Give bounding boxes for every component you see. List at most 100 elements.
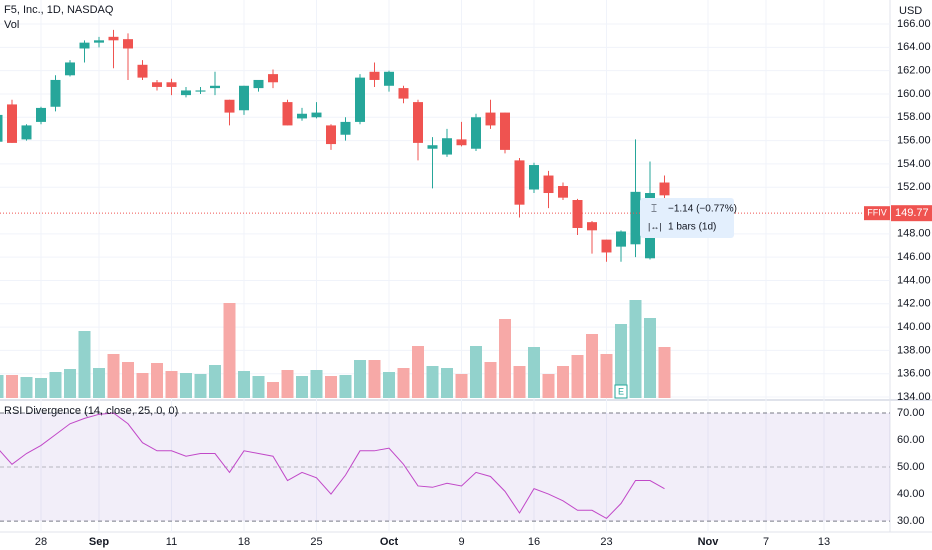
volume-bar <box>615 324 627 398</box>
volume-bar <box>20 377 33 398</box>
volume-bar <box>557 366 569 398</box>
x-tick-label: Sep <box>89 536 109 548</box>
y-tick-label: 162.00 <box>897 65 931 77</box>
volume-bar <box>470 346 482 398</box>
x-tick-label: 9 <box>458 536 464 548</box>
candle-body <box>500 112 510 150</box>
rsi-tick-label: 30.00 <box>897 515 925 527</box>
candle-body <box>268 74 278 83</box>
volume-bar <box>528 347 540 398</box>
volume-bar <box>484 362 497 398</box>
volume-bar <box>412 346 424 398</box>
volume-bar <box>571 355 584 398</box>
candle-body <box>529 165 539 190</box>
candle-body <box>36 107 46 122</box>
y-tick-label: 146.00 <box>897 251 931 263</box>
volume-bar <box>629 300 642 398</box>
x-tick-label: 23 <box>600 536 612 548</box>
rsi-tick-label: 50.00 <box>897 461 925 473</box>
volume-bar <box>658 347 671 398</box>
volume-bar <box>586 334 598 398</box>
volume-bar <box>267 382 279 398</box>
candle-body <box>369 71 380 80</box>
x-tick-label: 25 <box>310 536 322 548</box>
y-tick-label: 136.00 <box>897 368 931 380</box>
candle-body <box>65 62 75 76</box>
volume-bar <box>6 375 18 398</box>
y-tick-label: 166.00 <box>897 18 931 30</box>
measure-icon: |↔| <box>648 221 662 231</box>
rsi-title: RSI Divergence (14, close, 25, 0, 0) <box>4 405 178 417</box>
y-tick-label: 138.00 <box>897 344 931 356</box>
candle-body <box>384 71 394 86</box>
volume-bar <box>339 375 352 398</box>
currency: USD <box>899 5 922 17</box>
volume-label: Vol <box>4 19 19 31</box>
y-tick-label: 144.00 <box>897 274 931 286</box>
volume-bar <box>354 360 366 398</box>
candle-body <box>326 125 336 145</box>
candle-body <box>311 112 322 118</box>
x-tick-label: 16 <box>528 536 540 548</box>
candle-body <box>210 85 220 89</box>
symbol-title: F5, Inc., 1D, NASDAQ <box>4 4 114 16</box>
x-tick-label: Nov <box>698 536 720 548</box>
measure-bars: 1 bars (1d) <box>668 222 716 233</box>
volume-bar <box>252 376 265 398</box>
y-tick-label: 164.00 <box>897 41 931 53</box>
volume-bar <box>281 370 294 398</box>
volume-bar <box>78 331 91 398</box>
candle-body <box>0 114 3 142</box>
candle-body <box>514 160 525 205</box>
x-tick-label: 11 <box>166 536 177 548</box>
rsi-tick-label: 40.00 <box>897 488 925 500</box>
volume-bar <box>238 371 250 398</box>
measure-icon: ⌶ <box>651 204 657 215</box>
y-tick-label: 156.00 <box>897 134 931 146</box>
volume-bar <box>0 375 4 398</box>
volume-bar <box>165 371 178 398</box>
volume-bar <box>122 362 134 398</box>
volume-bar <box>310 370 323 398</box>
candle-body <box>442 138 452 155</box>
candle-body <box>543 175 554 194</box>
volume-bar <box>136 373 149 398</box>
volume-bar <box>426 366 439 398</box>
volume-bar <box>368 360 381 398</box>
y-tick-label: 134.00 <box>897 391 931 403</box>
measure-change: −1.14 (−0.77%) <box>668 204 737 215</box>
volume-bar <box>325 376 337 398</box>
candle-body <box>181 90 191 96</box>
symbol-tag-label: FFIV <box>867 208 887 218</box>
candle-body <box>152 82 162 87</box>
candle-body <box>253 79 264 89</box>
candle-body <box>413 102 423 143</box>
y-tick-label: 148.00 <box>897 228 931 240</box>
x-tick-label: 18 <box>238 536 250 548</box>
candle-body <box>456 139 467 146</box>
volume-bar <box>441 368 453 398</box>
candle-body <box>601 239 612 253</box>
volume-bar <box>209 365 221 398</box>
x-tick-label: 13 <box>818 536 830 548</box>
y-tick-label: 154.00 <box>897 158 931 170</box>
price-tag-label: 149.77 <box>895 207 929 219</box>
candle-body <box>94 40 104 43</box>
candle-body <box>355 77 365 122</box>
volume-bar <box>223 303 236 398</box>
volume-bar <box>107 354 120 398</box>
volume-bar <box>499 319 511 398</box>
candle-body <box>79 42 90 49</box>
volume-bar <box>151 363 163 398</box>
candle-body <box>239 85 249 111</box>
candle-body <box>398 88 409 99</box>
candle-body <box>659 182 670 196</box>
volume-bar <box>455 374 468 398</box>
candle-body <box>297 113 307 119</box>
y-tick-label: 152.00 <box>897 181 931 193</box>
candle-body <box>340 121 351 135</box>
candle-body <box>224 99 235 113</box>
